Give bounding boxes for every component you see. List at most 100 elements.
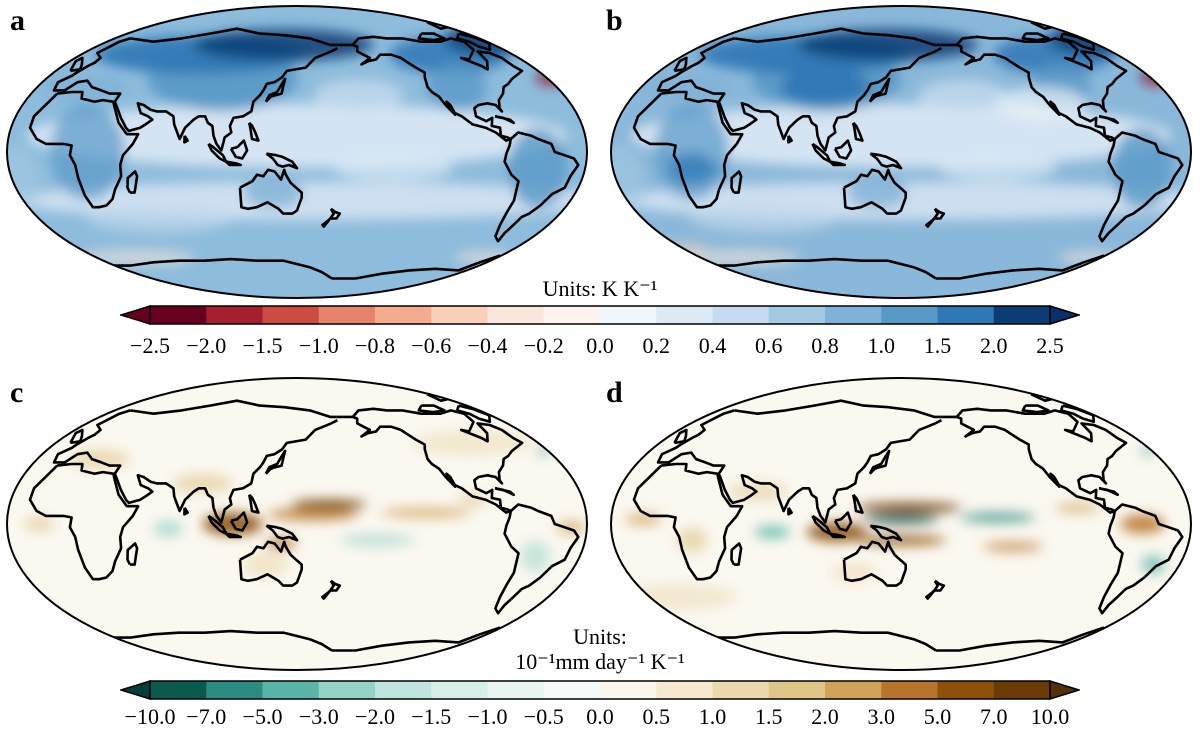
colorbar-segment xyxy=(600,306,657,324)
colorbar-precipitation-ticks: −10.0 −7.0 −5.0 −3.0 −2.0 −1.5 −1.0 −0.5 0.0 0.5 1… xyxy=(120,704,1080,729)
coastline xyxy=(940,35,1128,141)
colorbar-frame xyxy=(149,305,1051,325)
colorbar-tick-label: −5.0 xyxy=(242,704,283,729)
coastline xyxy=(352,415,512,514)
coastline xyxy=(842,540,907,587)
colorbar-tick-label: 2.0 xyxy=(811,704,839,729)
map-field-blob xyxy=(856,502,962,513)
map-field xyxy=(611,6,1191,298)
colorbar-tick-label: 0.4 xyxy=(698,333,727,358)
map-field-blob xyxy=(649,242,710,256)
coastline xyxy=(494,487,515,497)
coastline xyxy=(842,168,907,215)
colorbar-tick-label: 10.0 xyxy=(1030,704,1070,729)
coastline xyxy=(833,139,853,160)
colorbar-under-triangle xyxy=(120,679,151,701)
coastline xyxy=(1059,32,1096,52)
map-field-blob xyxy=(50,104,126,200)
colorbar-segment xyxy=(768,681,826,699)
colorbar-segment xyxy=(150,306,207,324)
map-field-blob xyxy=(754,525,791,539)
coastline xyxy=(734,399,941,419)
colorbar-precipitation xyxy=(120,679,1080,701)
colorbar-tick-label: −1.5 xyxy=(411,704,452,729)
coastline xyxy=(321,217,332,228)
colorbar-segment xyxy=(768,306,826,324)
colorbar-tick-label: 0.0 xyxy=(586,333,614,358)
coastline xyxy=(494,503,580,615)
panel-letter-a: a xyxy=(10,4,25,37)
coastline xyxy=(126,542,139,566)
coastline xyxy=(956,43,1116,142)
map-field-blob xyxy=(520,540,551,573)
coastline xyxy=(336,407,524,513)
coastline xyxy=(956,415,1116,514)
coastline xyxy=(28,90,140,209)
colorbar-tick-label: 0.8 xyxy=(811,333,839,358)
map-field-blob xyxy=(27,103,567,168)
units-line2: 10⁻¹mm day⁻¹ K⁻¹ xyxy=(515,649,685,675)
colorbar-segment xyxy=(600,681,657,699)
coastline xyxy=(868,77,891,103)
map-frame xyxy=(610,5,1192,299)
coastline xyxy=(28,462,140,581)
coastline xyxy=(455,404,492,424)
coastline xyxy=(833,511,853,532)
colorbar-tick-label: −7.0 xyxy=(186,704,227,729)
map-field-blob xyxy=(1141,554,1166,575)
coastline xyxy=(869,524,903,542)
map-field-blob xyxy=(313,79,404,112)
coastline xyxy=(229,139,249,160)
colorbar-tick-label: 3.0 xyxy=(867,704,896,729)
colorbar-segment xyxy=(825,306,882,324)
units-label-precipitation: Units: 10⁻¹mm day⁻¹ K⁻¹ xyxy=(450,624,750,675)
map-field-blob xyxy=(996,87,1087,120)
units-label-temperature: Units: K K⁻¹ xyxy=(480,276,720,301)
coastline xyxy=(126,170,139,194)
colorbar-segment xyxy=(487,681,545,699)
colorbar-tick-label: −2.0 xyxy=(186,333,227,358)
map-field xyxy=(7,378,587,670)
map-field-blob xyxy=(265,537,296,550)
map-field-blob xyxy=(617,584,738,610)
map-field-blob xyxy=(333,155,454,182)
colorbar-segment xyxy=(656,681,713,699)
coastline xyxy=(869,152,903,170)
map-field-background xyxy=(611,378,1191,670)
map-field-blob xyxy=(689,200,840,233)
colorbar-tick-label: 1.5 xyxy=(755,704,783,729)
colorbar-tick-label: −10.0 xyxy=(124,704,176,729)
colorbar-segment xyxy=(262,681,320,699)
colorbar-segment xyxy=(262,306,320,324)
map-field-blob xyxy=(631,103,1171,168)
units-line1: Units: xyxy=(573,624,627,649)
colorbar-temperature xyxy=(120,304,1080,326)
colorbar-tick-label: 5.0 xyxy=(923,704,952,729)
colorbar-tick-label: 2.0 xyxy=(980,333,1008,358)
coastline xyxy=(417,32,446,42)
coastline xyxy=(494,115,515,125)
coastline xyxy=(673,428,688,445)
colorbar-segment xyxy=(881,306,938,324)
coastline xyxy=(52,37,338,152)
colorbar-segment xyxy=(150,681,207,699)
coastline xyxy=(925,589,936,600)
colorbar-tick-label: 1.0 xyxy=(698,704,727,729)
map-panel-b: b xyxy=(606,2,1196,302)
panel-letter-c: c xyxy=(10,376,24,409)
coastline xyxy=(1059,404,1096,424)
colorbar-tick-label: −3.0 xyxy=(298,704,339,729)
coastline xyxy=(69,56,84,73)
map-frame xyxy=(6,377,588,671)
coastline xyxy=(665,415,685,424)
coastline xyxy=(329,207,342,220)
colorbar-segment xyxy=(206,681,263,699)
map-field-blob xyxy=(1055,502,1101,513)
colorbar-segment xyxy=(881,681,938,699)
coastline xyxy=(238,168,303,215)
map-field-blob xyxy=(380,507,471,518)
colorbar-segment xyxy=(543,681,601,699)
colorbar-segment xyxy=(318,306,376,324)
colorbar-tick-label: −0.8 xyxy=(355,333,395,358)
coastline xyxy=(1098,503,1184,615)
